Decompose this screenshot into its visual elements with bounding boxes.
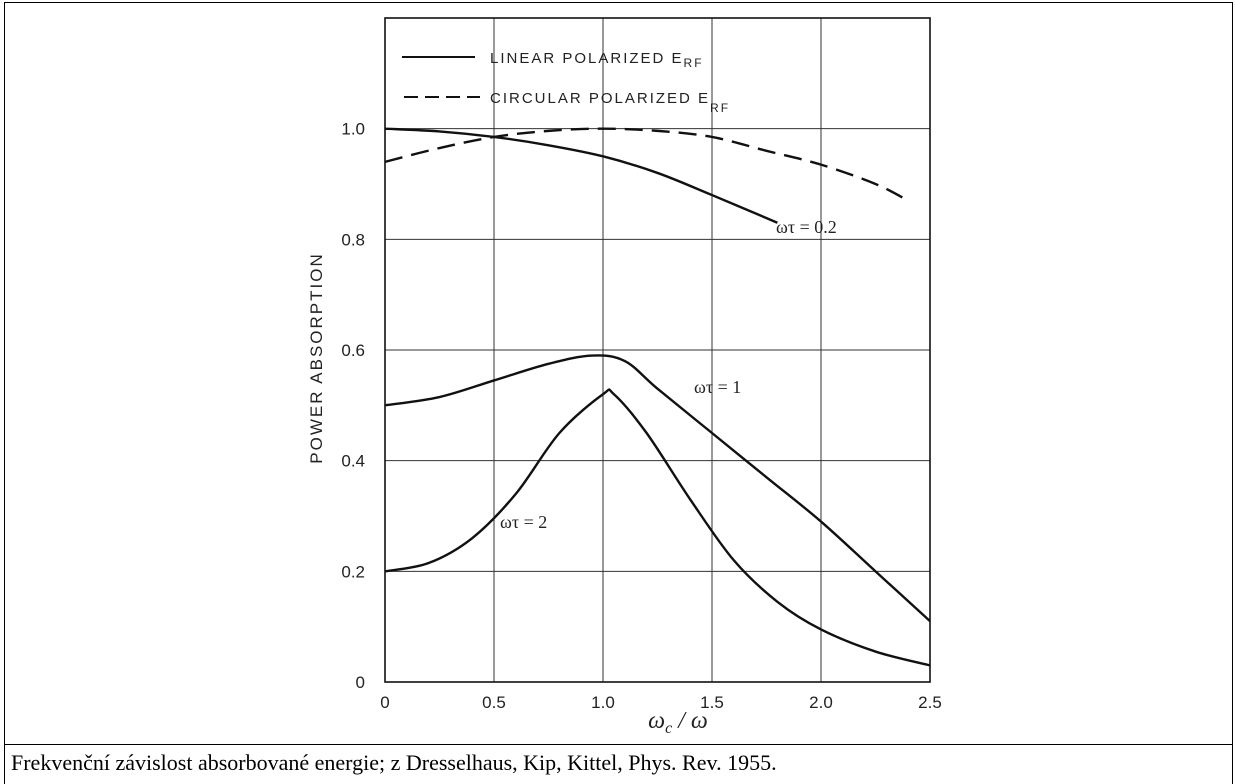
annotation-wt-1: ωτ = 1 [694, 377, 741, 397]
x-tick-label: 0.5 [482, 693, 506, 712]
legend: LINEAR POLARIZED ERF CIRCULAR POLARIZED … [402, 50, 730, 115]
x-tick-label: 1.5 [700, 693, 724, 712]
series-line-1 [384, 127, 909, 202]
y-tick-label: 0.8 [341, 230, 365, 249]
tick-labels: 0 0.5 1.0 1.5 2.0 2.5 0 0.2 0.4 0.6 0.8 1.0 [341, 120, 941, 712]
x-tick-label: 1.0 [591, 693, 615, 712]
x-tick-label: 0 [380, 693, 389, 712]
figure-frame [4, 2, 1233, 745]
y-tick-label: 1.0 [341, 120, 365, 139]
series-line-2 [384, 354, 931, 623]
plot-border [384, 17, 931, 683]
series-line-0 [384, 127, 778, 224]
y-tick-label: 0.4 [341, 452, 365, 471]
x-axis-label: ωc / ω [648, 708, 708, 737]
y-tick-label: 0.6 [341, 341, 365, 360]
annotation-wt-0-2: ωτ = 0.2 [776, 217, 837, 237]
series-line-3 [384, 388, 931, 667]
power-absorption-chart: 0 0.5 1.0 1.5 2.0 2.5 0 0.2 0.4 0.6 0.8 1.0 POWER A… [307, 17, 942, 737]
x-tick-label: 2.0 [809, 693, 833, 712]
legend-label-linear: LINEAR POLARIZED ERF [490, 50, 704, 70]
annotation-wt-2: ωτ = 2 [500, 512, 547, 532]
y-tick-label: 0.2 [341, 562, 365, 581]
grid [384, 18, 931, 683]
y-axis-label: POWER ABSORPTION [307, 252, 326, 463]
caption-box: Frekvenční závislost absorbované energie… [4, 744, 1233, 784]
y-tick-label: 0 [356, 673, 365, 692]
legend-label-circular: CIRCULAR POLARIZED ERF [490, 90, 730, 115]
x-tick-label: 2.5 [918, 693, 942, 712]
series-layer [384, 127, 931, 667]
figure-caption: Frekvenční závislost absorbované energie… [11, 750, 777, 775]
